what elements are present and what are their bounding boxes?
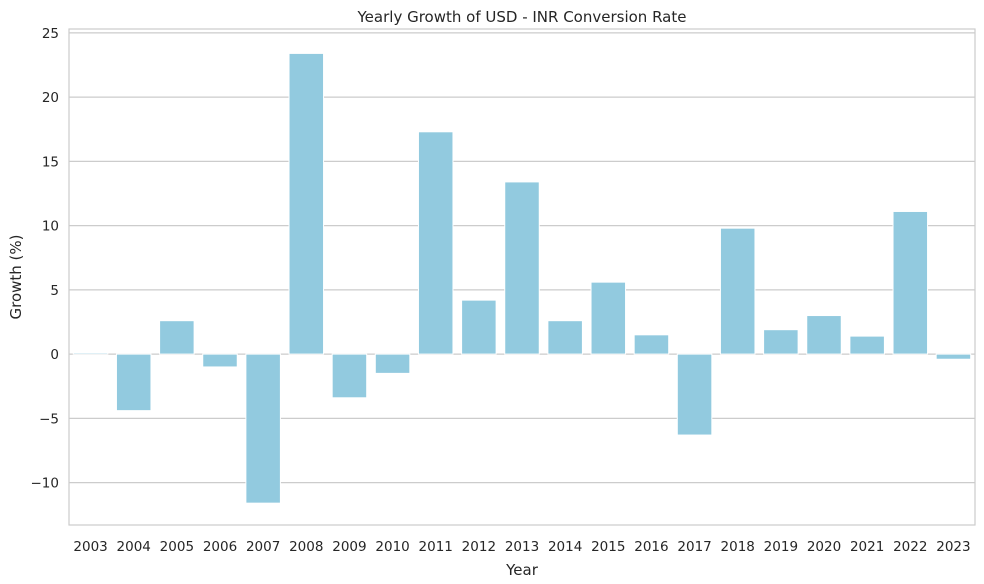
bar-2016: [633, 334, 670, 355]
chart-title: Yearly Growth of USD - INR Conversion Ra…: [357, 8, 687, 26]
x-tick-label: 2018: [721, 539, 755, 555]
x-tick-label: 2010: [375, 539, 409, 555]
bar-2006: [202, 353, 238, 368]
x-tick-label: 2023: [936, 539, 970, 555]
bar-2019: [763, 329, 799, 355]
x-tick-label: 2008: [289, 539, 323, 555]
bar-2008: [288, 52, 325, 355]
x-tick-label: 2004: [117, 539, 151, 555]
bar-2023: [935, 353, 972, 360]
y-tick-labels: −10 −5 0 5 10 15 20 25: [31, 26, 60, 492]
bar-2015: [590, 281, 627, 355]
bar-2022: [892, 210, 929, 355]
y-tick-label: 15: [42, 154, 59, 170]
bar-2003: [72, 352, 109, 355]
bar-2007: [245, 353, 281, 504]
bar-2004: [115, 353, 152, 412]
y-tick-label: 10: [42, 219, 59, 235]
y-tick-label: −5: [39, 411, 59, 427]
bar-2011: [417, 131, 454, 355]
x-tick-label: 2007: [246, 539, 280, 555]
bar-2012: [461, 299, 497, 355]
bars: [72, 52, 972, 504]
y-tick-label: 0: [50, 347, 59, 363]
plot-frame: [68, 28, 976, 526]
x-tick-label: 2011: [419, 539, 453, 555]
bar-2017: [676, 353, 713, 436]
y-tick-label: 20: [42, 90, 59, 106]
bar-2010: [374, 353, 411, 374]
bar-2013: [504, 181, 540, 355]
bar-2005: [159, 320, 195, 355]
bar-2014: [547, 320, 583, 355]
x-tick-label: 2015: [591, 539, 625, 555]
y-axis-label: Growth (%): [7, 234, 25, 319]
x-tick-labels: 2003 2004 2005 2006 2007 2008 2009 2010 2011 2012…: [73, 539, 970, 555]
x-axis-label: Year: [505, 561, 539, 579]
x-tick-label: 2021: [850, 539, 884, 555]
x-tick-label: 2005: [160, 539, 194, 555]
x-tick-label: 2012: [462, 539, 496, 555]
x-tick-label: 2017: [677, 539, 711, 555]
x-tick-label: 2019: [764, 539, 798, 555]
bar-2020: [806, 315, 842, 355]
x-tick-label: 2003: [73, 539, 107, 555]
x-tick-label: 2020: [807, 539, 841, 555]
x-tick-label: 2006: [203, 539, 237, 555]
bar-2021: [849, 335, 885, 355]
y-tick-label: 25: [42, 26, 59, 42]
bar-2009: [331, 353, 368, 399]
x-tick-label: 2014: [548, 539, 582, 555]
y-tick-label: −10: [31, 476, 60, 492]
x-tick-label: 2013: [505, 539, 539, 555]
y-tick-label: 5: [50, 283, 59, 299]
x-tick-label: 2009: [332, 539, 366, 555]
x-tick-label: 2016: [634, 539, 668, 555]
bar-2018: [719, 227, 756, 355]
x-tick-label: 2022: [893, 539, 927, 555]
